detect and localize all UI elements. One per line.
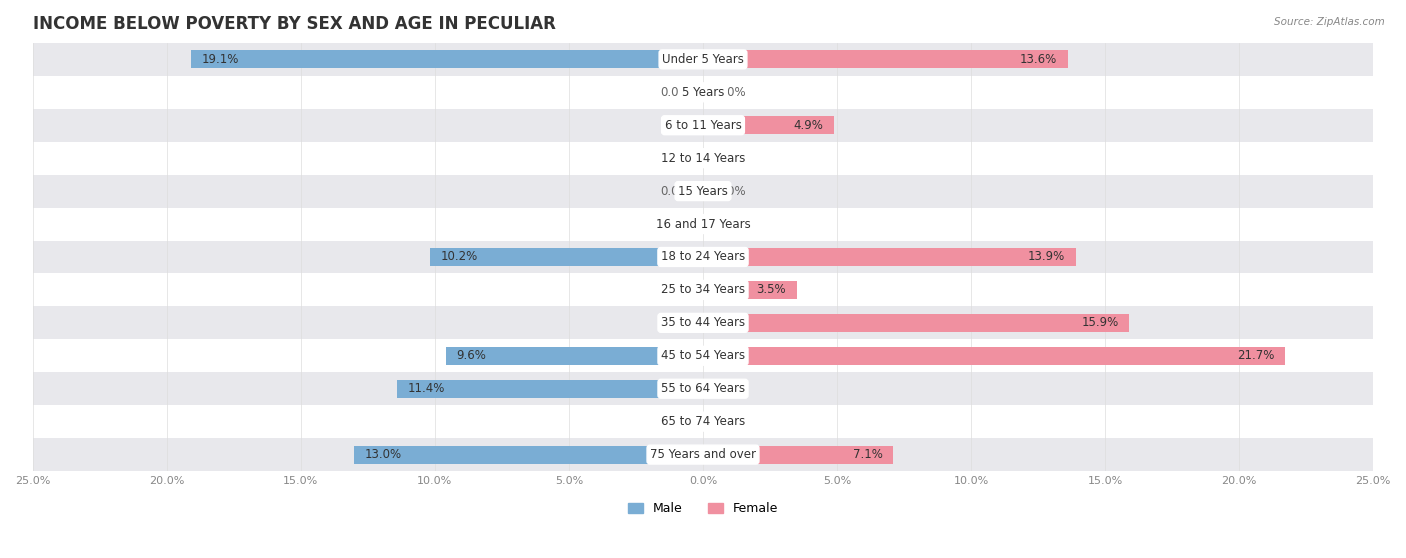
Text: 9.6%: 9.6% bbox=[457, 349, 486, 362]
Bar bbox=[354, 445, 703, 464]
Legend: Male, Female: Male, Female bbox=[623, 498, 783, 521]
Bar bbox=[703, 445, 893, 464]
Text: 0.0%: 0.0% bbox=[659, 415, 689, 428]
Bar bbox=[32, 43, 1374, 76]
Bar bbox=[32, 175, 1374, 208]
Text: 0.0%: 0.0% bbox=[659, 152, 689, 165]
Bar bbox=[703, 248, 1076, 266]
Bar bbox=[32, 109, 1374, 142]
Text: 0.0%: 0.0% bbox=[717, 218, 747, 230]
Text: 13.0%: 13.0% bbox=[366, 448, 402, 461]
Text: 15.9%: 15.9% bbox=[1081, 316, 1119, 329]
Bar bbox=[32, 208, 1374, 240]
Text: 0.0%: 0.0% bbox=[659, 316, 689, 329]
Text: 11.4%: 11.4% bbox=[408, 382, 446, 395]
Bar bbox=[398, 379, 703, 398]
Text: Under 5 Years: Under 5 Years bbox=[662, 53, 744, 66]
Bar bbox=[703, 281, 797, 299]
Bar bbox=[32, 339, 1374, 372]
Bar bbox=[32, 240, 1374, 273]
Text: 6 to 11 Years: 6 to 11 Years bbox=[665, 119, 741, 132]
Bar bbox=[32, 372, 1374, 405]
Text: 13.6%: 13.6% bbox=[1019, 53, 1057, 66]
Text: 0.0%: 0.0% bbox=[717, 415, 747, 428]
Text: INCOME BELOW POVERTY BY SEX AND AGE IN PECULIAR: INCOME BELOW POVERTY BY SEX AND AGE IN P… bbox=[32, 15, 555, 33]
Text: 15 Years: 15 Years bbox=[678, 185, 728, 198]
Text: 25 to 34 Years: 25 to 34 Years bbox=[661, 283, 745, 296]
Bar bbox=[703, 116, 834, 134]
Text: 10.2%: 10.2% bbox=[440, 251, 478, 263]
Bar bbox=[32, 142, 1374, 175]
Text: 0.0%: 0.0% bbox=[659, 283, 689, 296]
Text: 4.9%: 4.9% bbox=[794, 119, 824, 132]
Text: 55 to 64 Years: 55 to 64 Years bbox=[661, 382, 745, 395]
Text: 18 to 24 Years: 18 to 24 Years bbox=[661, 251, 745, 263]
Text: 7.1%: 7.1% bbox=[853, 448, 883, 461]
Text: 5 Years: 5 Years bbox=[682, 86, 724, 99]
Text: 21.7%: 21.7% bbox=[1237, 349, 1274, 362]
Text: 13.9%: 13.9% bbox=[1028, 251, 1064, 263]
Text: 0.0%: 0.0% bbox=[717, 86, 747, 99]
Text: 0.0%: 0.0% bbox=[659, 119, 689, 132]
Bar bbox=[32, 438, 1374, 471]
Bar bbox=[703, 314, 1129, 332]
Text: 0.0%: 0.0% bbox=[717, 152, 747, 165]
Bar bbox=[32, 76, 1374, 109]
Bar bbox=[446, 347, 703, 365]
Text: 12 to 14 Years: 12 to 14 Years bbox=[661, 152, 745, 165]
Text: 0.0%: 0.0% bbox=[659, 86, 689, 99]
Text: 3.5%: 3.5% bbox=[756, 283, 786, 296]
Bar bbox=[191, 50, 703, 69]
Bar bbox=[429, 248, 703, 266]
Text: 0.0%: 0.0% bbox=[717, 382, 747, 395]
Text: 16 and 17 Years: 16 and 17 Years bbox=[655, 218, 751, 230]
Text: Source: ZipAtlas.com: Source: ZipAtlas.com bbox=[1274, 17, 1385, 27]
Bar bbox=[32, 405, 1374, 438]
Text: 0.0%: 0.0% bbox=[659, 218, 689, 230]
Text: 0.0%: 0.0% bbox=[717, 185, 747, 198]
Bar bbox=[32, 273, 1374, 306]
Text: 75 Years and over: 75 Years and over bbox=[650, 448, 756, 461]
Text: 19.1%: 19.1% bbox=[201, 53, 239, 66]
Bar bbox=[703, 50, 1067, 69]
Bar bbox=[703, 347, 1285, 365]
Text: 35 to 44 Years: 35 to 44 Years bbox=[661, 316, 745, 329]
Bar bbox=[32, 306, 1374, 339]
Text: 0.0%: 0.0% bbox=[659, 185, 689, 198]
Text: 45 to 54 Years: 45 to 54 Years bbox=[661, 349, 745, 362]
Text: 65 to 74 Years: 65 to 74 Years bbox=[661, 415, 745, 428]
